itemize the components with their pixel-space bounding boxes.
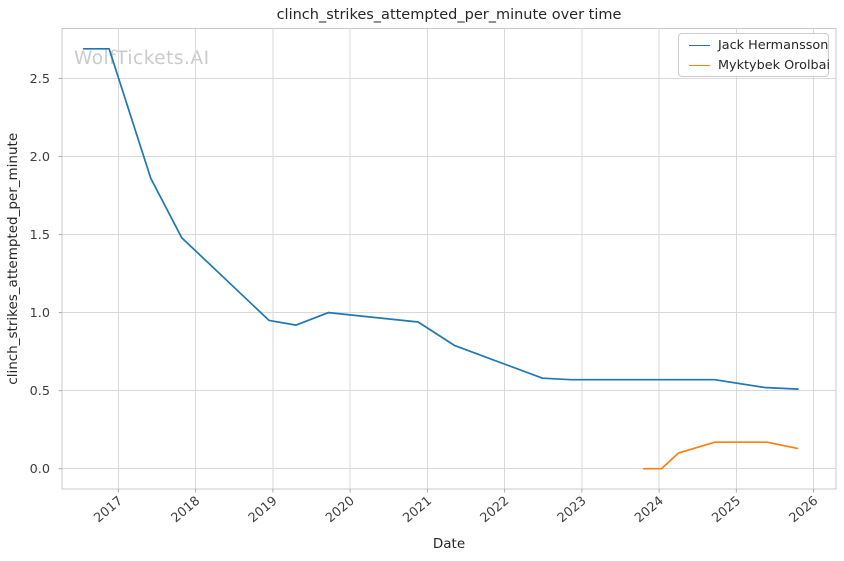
- x-tick-label: 2020: [323, 494, 358, 526]
- legend-line-swatch: [689, 44, 710, 46]
- y-tick-label: 0.0: [30, 462, 50, 477]
- y-tick-label: 2.0: [30, 150, 50, 165]
- x-tick-label: 2024: [632, 494, 667, 526]
- legend: Jack Hermansson Myktybek Orolbai: [678, 33, 831, 77]
- legend-label: Jack Hermansson: [718, 37, 829, 53]
- plot-border: [61, 27, 837, 490]
- x-axis-label: Date: [432, 536, 466, 552]
- series-line-jack-hermansson: [82, 47, 799, 390]
- y-tick-label: 1.5: [30, 228, 50, 243]
- x-tick-label: 2022: [478, 494, 513, 526]
- y-axis-label: clinch_strikes_attempted_per_minute: [5, 133, 21, 385]
- x-tick-label: 2019: [246, 494, 281, 526]
- series-line-myktybek-orolbai: [642, 441, 799, 470]
- legend-item: Myktybek Orolbai: [679, 57, 831, 74]
- x-tick-label: 2018: [169, 494, 204, 526]
- y-tick-label: 0.5: [30, 384, 50, 399]
- x-tick-label: 2017: [91, 494, 126, 526]
- legend-item: Jack Hermansson: [679, 37, 828, 54]
- legend-label: Myktybek Orolbai: [718, 57, 831, 73]
- x-tick-label: 2023: [555, 494, 590, 526]
- x-tick-label: 2026: [787, 494, 822, 526]
- y-tick-label: 2.5: [30, 72, 50, 87]
- x-tick-label: 2025: [709, 494, 744, 526]
- chart-title: clinch_strikes_attempted_per_minute over…: [276, 7, 622, 23]
- watermark: WolfTickets.AI: [74, 48, 210, 69]
- legend-line-swatch: [689, 64, 710, 66]
- x-tick-label: 2021: [400, 494, 435, 526]
- y-tick-label: 1.0: [30, 306, 50, 321]
